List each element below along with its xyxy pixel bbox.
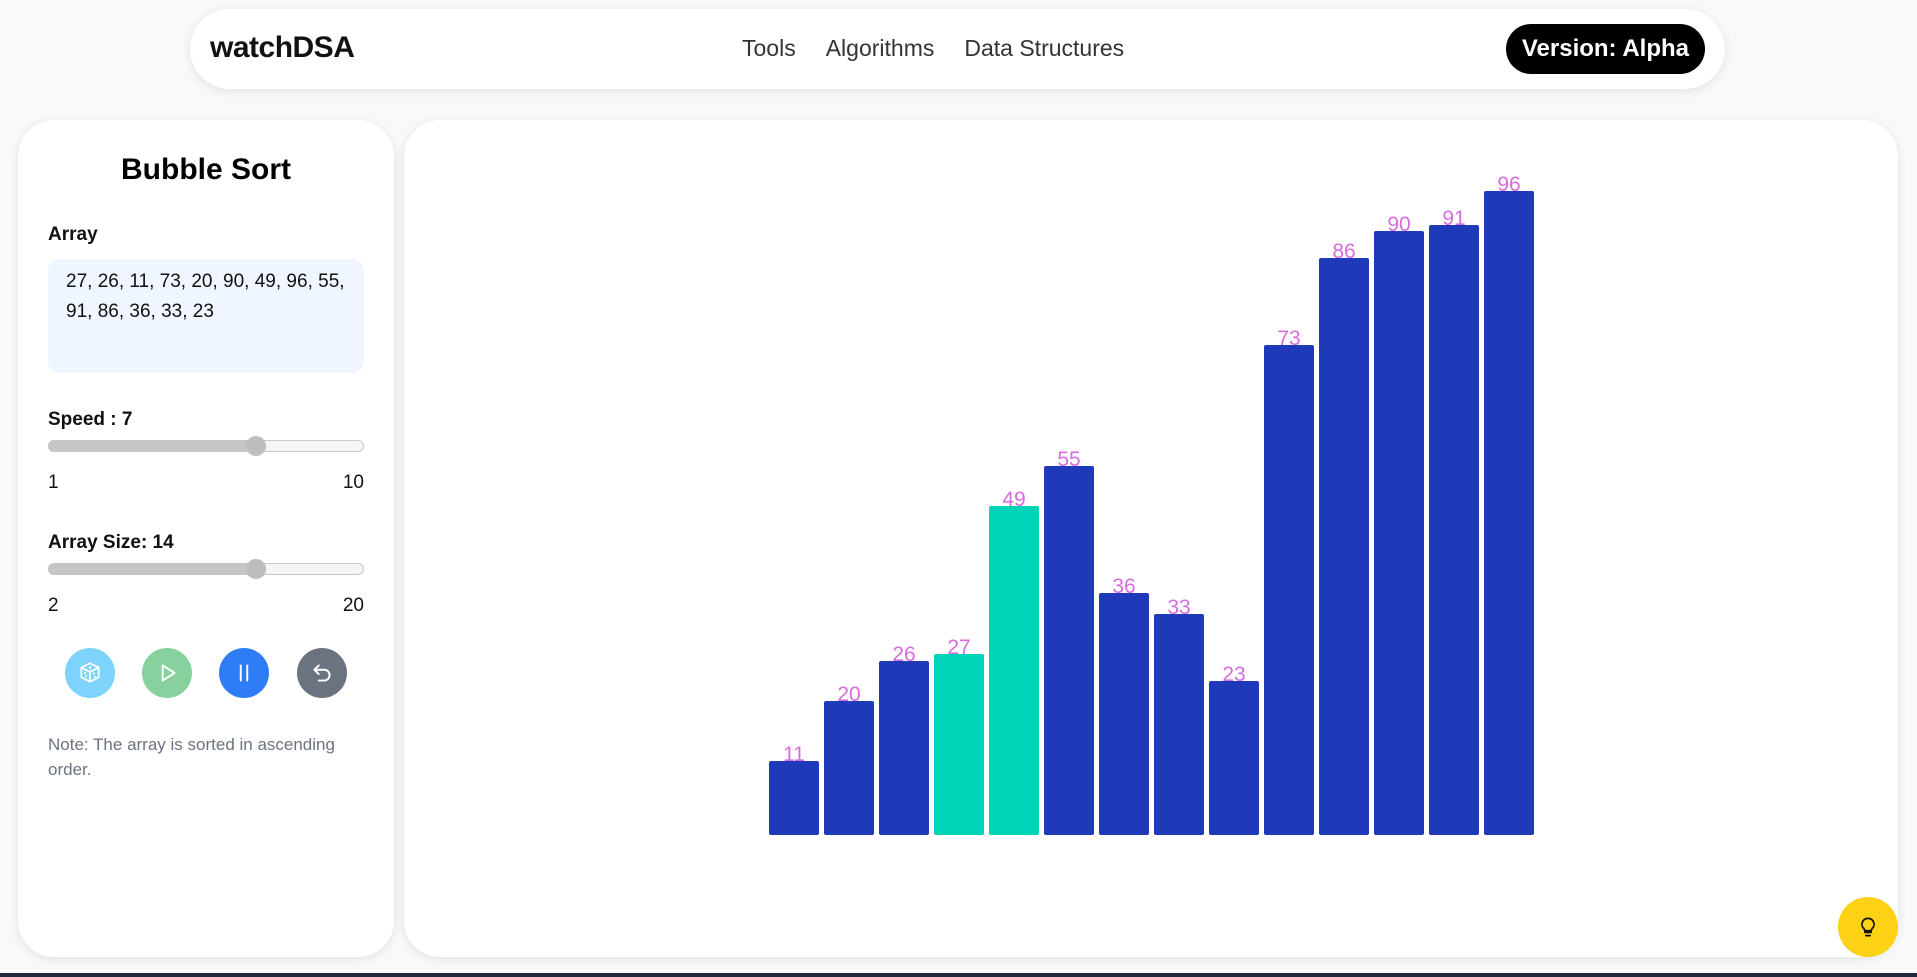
bar-label-3: 27 <box>947 636 971 659</box>
bar-label-11: 90 <box>1387 213 1411 236</box>
pause-icon <box>239 664 249 682</box>
visualization-panel: 11 20 26 27 49 55 36 33 23 73 86 90 91 96 <box>404 120 1898 957</box>
bar-12 <box>1429 225 1479 835</box>
array-label: Array <box>48 224 98 245</box>
sort-note: Note: The array is sorted in ascending o… <box>48 735 335 779</box>
bar-11 <box>1374 231 1424 835</box>
bar-label-8: 23 <box>1222 663 1246 686</box>
bar-13 <box>1484 191 1534 835</box>
bar-3 <box>934 654 984 835</box>
panel-title: Bubble Sort <box>121 153 291 186</box>
play-button[interactable] <box>142 648 192 698</box>
bar-2 <box>879 661 929 835</box>
bar-4 <box>989 506 1039 835</box>
shuffle-button[interactable] <box>65 648 115 698</box>
speed-slider[interactable] <box>48 436 364 456</box>
top-navbar: watchDSA Tools Algorithms Data Structure… <box>190 9 1725 89</box>
reset-button[interactable] <box>297 648 347 698</box>
bar-label-13: 96 <box>1497 173 1521 196</box>
bar-label-9: 73 <box>1277 327 1301 350</box>
bar-label-5: 55 <box>1057 448 1081 471</box>
bar-8 <box>1209 681 1259 835</box>
speed-min: 1 <box>48 472 59 493</box>
bar-chart: 11 20 26 27 49 55 36 33 23 73 86 90 91 96 <box>404 120 1898 957</box>
version-badge: Version: Alpha <box>1505 24 1705 74</box>
bar-5 <box>1044 466 1094 835</box>
speed-label: Speed : 7 <box>48 409 133 430</box>
bar-label-0: 11 <box>783 743 805 766</box>
bar-1 <box>824 701 874 835</box>
size-slider-fill <box>48 563 256 575</box>
hint-button[interactable] <box>1838 897 1898 957</box>
brand-logo[interactable]: watchDSA <box>210 31 355 64</box>
bar-label-10: 86 <box>1332 240 1356 263</box>
bar-label-1: 20 <box>837 683 861 706</box>
size-slider-thumb[interactable] <box>246 559 266 579</box>
speed-max: 10 <box>342 472 364 493</box>
bar-0 <box>769 761 819 835</box>
pause-button[interactable] <box>219 648 269 698</box>
size-slider[interactable] <box>48 559 364 579</box>
bar-label-6: 36 <box>1112 575 1136 598</box>
bar-label-2: 26 <box>892 643 916 666</box>
dice-icon <box>80 662 100 683</box>
bottom-strip <box>0 973 1917 977</box>
bar-label-4: 49 <box>1002 488 1026 511</box>
bar-7 <box>1154 614 1204 835</box>
size-max: 20 <box>342 595 364 616</box>
lightbulb-icon <box>1861 917 1875 937</box>
speed-slider-fill <box>48 440 256 452</box>
bar-label-7: 33 <box>1167 596 1191 619</box>
nav-link-tools[interactable]: Tools <box>742 35 796 61</box>
bar-9 <box>1264 345 1314 835</box>
control-panel: Bubble Sort Array 27, 26, 11, 73, 20, 90… <box>18 120 394 957</box>
size-min: 2 <box>48 595 59 616</box>
nav-link-data-structures[interactable]: Data Structures <box>964 35 1125 61</box>
bar-label-12: 91 <box>1442 207 1466 230</box>
size-label: Array Size: 14 <box>48 532 174 553</box>
array-input[interactable]: 27, 26, 11, 73, 20, 90, 49, 96, 55, 91, … <box>48 259 364 373</box>
bar-10 <box>1319 258 1369 835</box>
nav-link-algorithms[interactable]: Algorithms <box>825 35 935 61</box>
undo-icon <box>313 664 331 682</box>
bar-6 <box>1099 593 1149 835</box>
speed-slider-thumb[interactable] <box>246 436 266 456</box>
nav-links: Tools Algorithms Data Structures <box>742 35 1124 62</box>
play-icon <box>161 664 176 682</box>
